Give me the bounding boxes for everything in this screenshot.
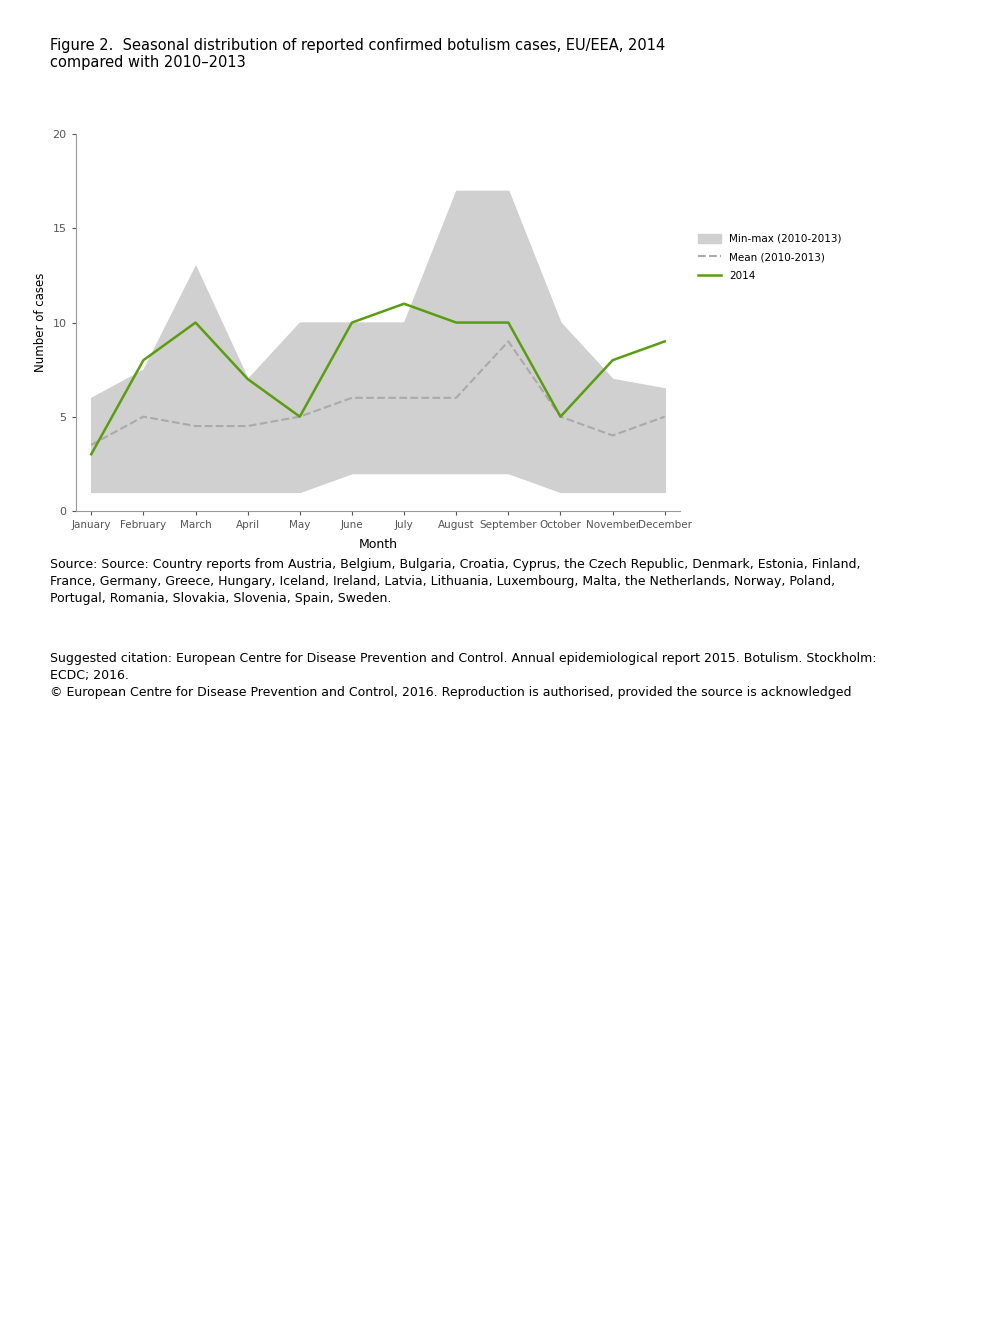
Y-axis label: Number of cases: Number of cases [34, 273, 47, 372]
Text: Suggested citation: European Centre for Disease Prevention and Control. Annual e: Suggested citation: European Centre for … [50, 652, 877, 699]
Text: Figure 2.  Seasonal distribution of reported confirmed botulism cases, EU/EEA, 2: Figure 2. Seasonal distribution of repor… [50, 38, 665, 70]
Legend: Min-max (2010-2013), Mean (2010-2013), 2014: Min-max (2010-2013), Mean (2010-2013), 2… [698, 234, 842, 281]
Text: Source: Source: Country reports from Austria, Belgium, Bulgaria, Croatia, Cyprus: Source: Source: Country reports from Aus… [50, 558, 861, 605]
X-axis label: Month: Month [359, 538, 397, 551]
